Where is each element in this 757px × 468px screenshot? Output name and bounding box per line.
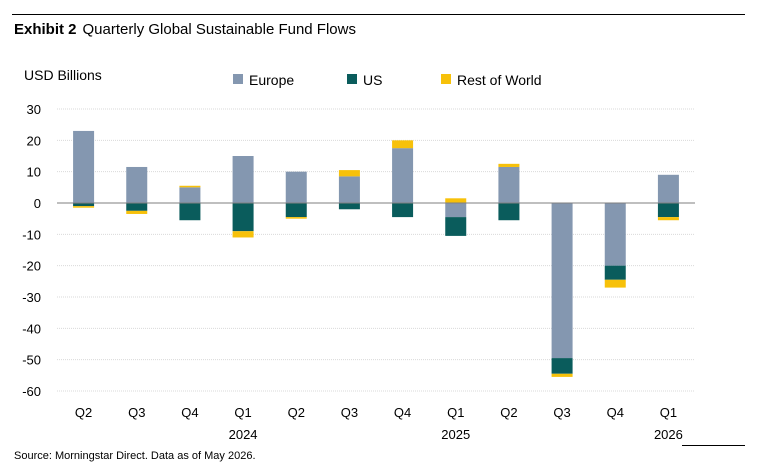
bar-us [498, 203, 520, 221]
legend: Europe US Rest of World [233, 72, 542, 88]
x-tick-labels: Q2 Q3 Q4 Q1 Q2 Q3 Q4 Q1 Q2 Q3 Q4 Q1 2024 2025 2026 [75, 405, 683, 442]
x-tick-label: Q2 [75, 405, 92, 420]
y-tick-label: 20 [27, 133, 41, 148]
x-tick-label: Q4 [181, 405, 198, 420]
y-tick-labels: 30 20 10 0 -10 -20 -30 -40 -50 -60 [22, 102, 41, 399]
x-year-label: 2026 [654, 427, 683, 442]
bar-europe [285, 171, 307, 203]
top-rule [12, 14, 745, 15]
y-tick-label: -50 [22, 353, 41, 368]
bar-rest-of-world [498, 163, 520, 167]
y-axis-label: USD Billions [24, 67, 102, 83]
exhibit-title: Exhibit 2 Quarterly Global Sustainable Fu… [14, 21, 356, 38]
legend-swatch [233, 74, 243, 84]
y-tick-label: -20 [22, 259, 41, 274]
bar-us [179, 203, 201, 221]
x-tick-label: Q4 [607, 405, 624, 420]
bar-europe [604, 203, 626, 266]
bar-rest-of-world [285, 217, 307, 219]
y-tick-label: -40 [22, 321, 41, 336]
bar-rest-of-world [604, 279, 626, 288]
bar-rest-of-world [73, 206, 95, 208]
bar-europe [657, 174, 679, 203]
bar-us [657, 203, 679, 218]
bar-rest-of-world [232, 231, 254, 238]
x-tick-label: Q1 [234, 405, 251, 420]
x-year-label: 2024 [229, 427, 258, 442]
bar-europe [338, 176, 360, 203]
bar-rest-of-world [126, 210, 148, 214]
y-tick-label: -10 [22, 227, 41, 242]
y-tick-label: -60 [22, 384, 41, 399]
legend-swatch [347, 74, 357, 84]
bar-europe [392, 148, 414, 203]
bar-europe [232, 156, 254, 203]
bar-europe [498, 166, 520, 203]
bar-rest-of-world [551, 373, 573, 377]
legend-label: Rest of World [457, 72, 542, 88]
legend-label: US [363, 72, 382, 88]
x-tick-label: Q3 [341, 405, 358, 420]
bottom-rule [682, 445, 745, 446]
bar-us [445, 217, 467, 236]
bar-europe [73, 130, 95, 203]
legend-label: Europe [249, 72, 294, 88]
x-tick-label: Q2 [288, 405, 305, 420]
exhibit-label: Exhibit 2 [14, 21, 77, 38]
x-tick-label: Q1 [660, 405, 677, 420]
bar-us [392, 203, 414, 218]
bar-europe [179, 187, 201, 203]
y-tick-label: 30 [27, 102, 41, 117]
x-tick-label: Q2 [500, 405, 517, 420]
bar-europe [551, 203, 573, 359]
bar-us [551, 358, 573, 374]
bar-us [338, 203, 360, 210]
bar-europe [126, 166, 148, 203]
x-tick-label: Q1 [447, 405, 464, 420]
x-tick-label: Q4 [394, 405, 411, 420]
x-year-label: 2025 [441, 427, 470, 442]
x-tick-label: Q3 [553, 405, 570, 420]
stacked-bar-chart: USD Billions 30 20 10 0 -10 -20 -30 -40 -50 -60 Q… [22, 67, 695, 442]
bar-us [604, 265, 626, 280]
bar-rest-of-world [179, 185, 201, 188]
bar-us [126, 203, 148, 211]
bar-rest-of-world [392, 140, 414, 149]
x-tick-label: Q3 [128, 405, 145, 420]
bars [73, 130, 679, 377]
bar-rest-of-world [338, 170, 360, 177]
exhibit-title-text: Quarterly Global Sustainable Fund Flows [82, 21, 356, 38]
gridlines [57, 108, 695, 392]
bar-europe [445, 203, 467, 218]
source-note: Source: Morningstar Direct. Data as of M… [14, 450, 256, 462]
y-tick-label: -30 [22, 290, 41, 305]
legend-swatch [441, 74, 451, 84]
y-tick-label: 10 [27, 165, 41, 180]
bar-us [73, 203, 95, 207]
bar-rest-of-world [445, 198, 467, 203]
bar-rest-of-world [657, 217, 679, 221]
y-tick-label: 0 [34, 196, 41, 211]
bar-us [232, 203, 254, 232]
bar-us [285, 203, 307, 218]
